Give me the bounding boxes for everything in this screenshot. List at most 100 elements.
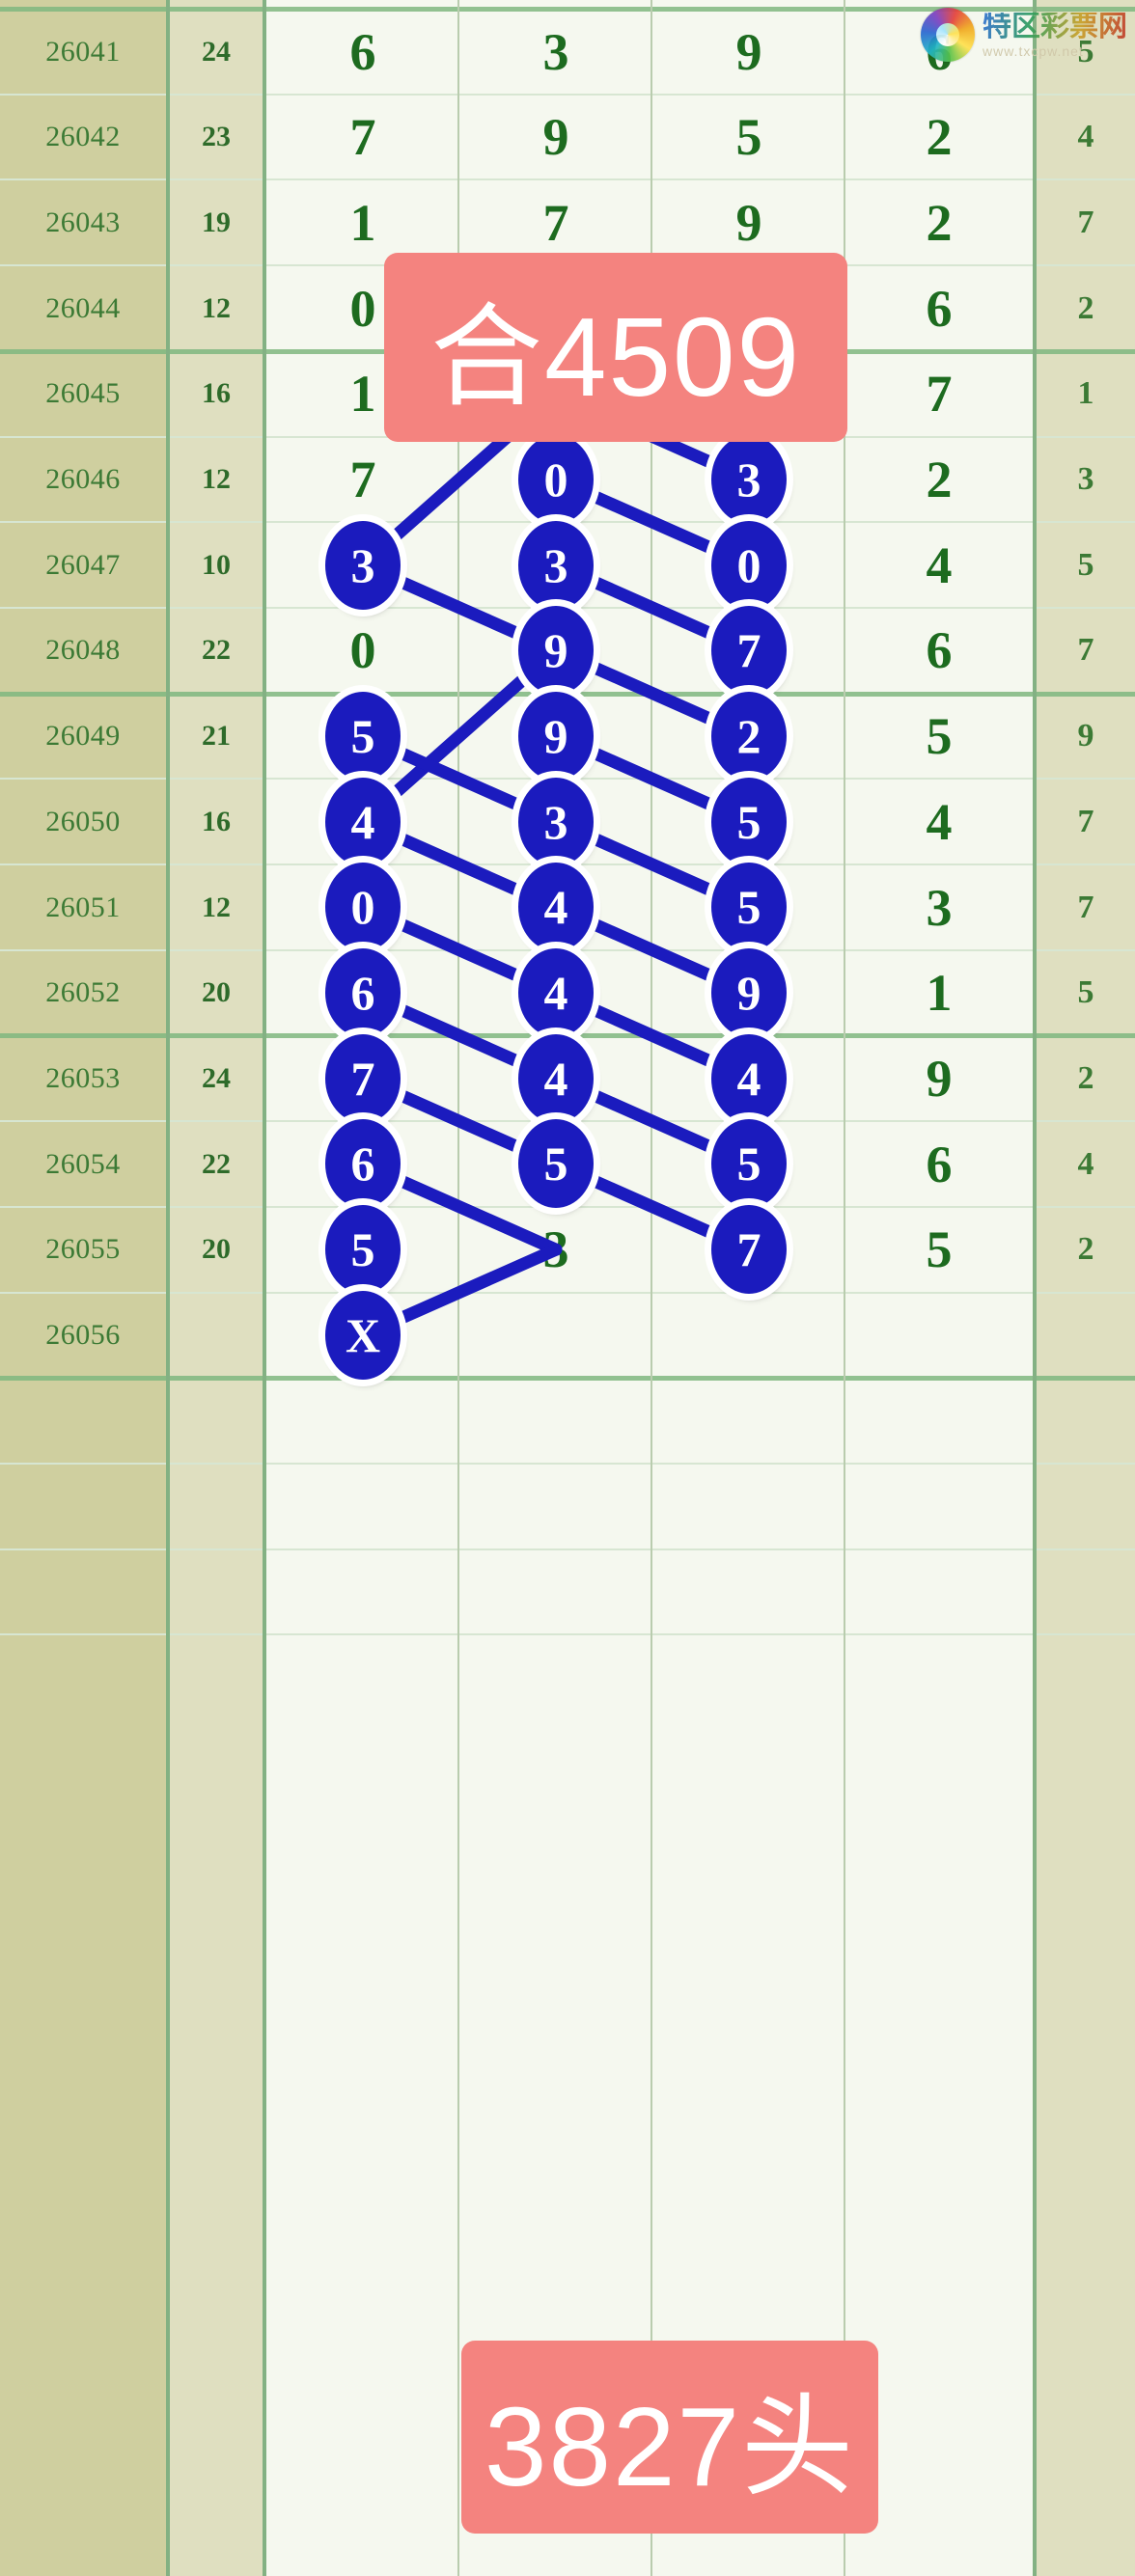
cell-digit-1: 7 [349, 451, 376, 508]
cell-digit-1: 6 [349, 22, 376, 81]
marker-digit-circle[interactable]: 9 [518, 691, 594, 781]
cell-sum-value: 19 [202, 206, 231, 238]
marker-digit-circle[interactable]: 9 [711, 948, 787, 1038]
column-band-digit-4 [845, 0, 1033, 2576]
marker-digit-circle[interactable]: 5 [711, 863, 787, 952]
grid-row-line [0, 1291, 1135, 1294]
cell-digit-4: 6 [926, 621, 953, 680]
cell-sum-value [170, 1293, 263, 1379]
marker-digit-circle[interactable]: 5 [711, 1119, 787, 1209]
cell-issue-number: 26053 [45, 1061, 121, 1094]
cell-issue-number: 26043 [45, 206, 121, 238]
cell-issue-number: 26041 [45, 35, 121, 68]
table-row[interactable]: 26052 20 1 5 [0, 950, 1135, 1036]
cell-issue-number: 26054 [45, 1147, 121, 1180]
table-row[interactable]: 26042 23 7 9 5 2 4 [0, 95, 1135, 180]
marker-digit-circle[interactable]: 3 [325, 520, 401, 610]
marker-digit-circle[interactable]: 4 [711, 1033, 787, 1123]
cell-digit-5: 3 [1077, 461, 1094, 497]
marker-digit-circle[interactable]: 5 [325, 1205, 401, 1295]
sum-banner: 合4509 [384, 253, 847, 442]
head-banner: 3827头 [461, 2341, 878, 2534]
marker-digit-circle[interactable]: 4 [325, 777, 401, 866]
table-row[interactable]: 26054 22 6 4 [0, 1121, 1135, 1207]
cell-issue-number: 26044 [45, 291, 121, 324]
cell-digit-2: 7 [542, 193, 569, 252]
table-row[interactable]: 26047 10 4 5 [0, 522, 1135, 608]
grid-row-line [0, 7, 1135, 12]
cell-issue-number: 26050 [45, 805, 121, 837]
cell-digit-3: 9 [735, 22, 762, 81]
marker-digit-circle[interactable]: 5 [518, 1119, 594, 1209]
table-row[interactable]: 26051 12 3 7 [0, 864, 1135, 950]
marker-digit-circle[interactable]: 4 [518, 948, 594, 1038]
watermark: 特区彩票网 www.txcpw.net [921, 8, 1127, 62]
cell-sum-value: 24 [202, 35, 231, 68]
cell-digit-2: 9 [542, 108, 569, 167]
cell-sum-value: 10 [202, 548, 231, 581]
cell-issue-number: 26056 [45, 1319, 121, 1351]
column-band-sum [170, 0, 263, 2576]
marker-digit-circle[interactable]: 0 [711, 520, 787, 610]
table-row[interactable]: 26043 19 1 7 9 2 7 [0, 179, 1135, 265]
marker-digit-circle[interactable]: 5 [325, 691, 401, 781]
cell-digit-1: 7 [349, 108, 376, 167]
cell-digit-2: 3 [542, 22, 569, 81]
marker-digit-circle[interactable]: 3 [518, 777, 594, 866]
cell-digit-4: 5 [926, 707, 953, 766]
table-row[interactable]: 26056 [0, 1293, 1135, 1379]
marker-digit-circle[interactable]: 4 [518, 863, 594, 952]
cell-digit-3: 9 [735, 193, 762, 252]
table-row[interactable]: 26048 22 0 6 7 [0, 608, 1135, 694]
table-row[interactable]: 26049 21 5 9 [0, 694, 1135, 780]
cell-sum-value: 16 [202, 805, 231, 837]
watermark-url: www.txcpw.net [983, 42, 1084, 59]
marker-digit-circle[interactable]: 6 [325, 1119, 401, 1209]
marker-digit-circle[interactable]: 7 [711, 1205, 787, 1295]
cell-digit-5: 2 [1077, 1231, 1094, 1268]
cell-issue-number: 26052 [45, 976, 121, 1009]
cell-digit-5: 5 [1077, 974, 1094, 1011]
cell-digit-5: 5 [1077, 546, 1094, 583]
marker-digit-circle[interactable]: 3 [518, 520, 594, 610]
cell-digit-5: 7 [1077, 204, 1094, 240]
marker-digit-circle[interactable]: 6 [325, 948, 401, 1038]
cell-digit-4: 6 [926, 1135, 953, 1193]
marker-x-icon[interactable]: X [325, 1290, 401, 1380]
cell-digit-2 [459, 1293, 652, 1379]
cell-sum-value: 12 [202, 291, 231, 324]
cell-issue-number: 26046 [45, 463, 121, 495]
cell-digit-4: 4 [926, 535, 953, 594]
cell-digit-4: 7 [926, 365, 953, 424]
cell-issue-number: 26048 [45, 634, 121, 667]
cell-digit-5: 7 [1077, 889, 1094, 925]
cell-digit-4: 6 [926, 279, 953, 338]
marker-digit-circle[interactable]: 2 [711, 691, 787, 781]
cell-issue-number: 26042 [45, 121, 121, 153]
cell-issue-number: 26049 [45, 720, 121, 753]
marker-digit-circle[interactable]: 7 [325, 1033, 401, 1123]
cell-digit-1: 0 [349, 279, 376, 338]
cell-sum-value: 12 [202, 891, 231, 923]
grid-column-line [651, 0, 652, 2576]
cell-sum-value: 20 [202, 976, 231, 1009]
table-row[interactable]: 26050 16 4 7 [0, 779, 1135, 864]
marker-digit-circle[interactable]: 0 [518, 434, 594, 524]
marker-digit-circle[interactable]: 0 [325, 863, 401, 952]
marker-digit-circle[interactable]: 4 [518, 1033, 594, 1123]
cell-digit-3: 5 [735, 108, 762, 167]
marker-digit-circle[interactable]: 5 [711, 777, 787, 866]
grid-column-line [166, 0, 170, 2576]
cell-digit-4: 2 [926, 193, 953, 252]
cell-sum-value: 20 [202, 1233, 231, 1266]
marker-digit-circle[interactable]: 7 [711, 606, 787, 696]
grid-column-line [1033, 0, 1037, 2576]
marker-digit-circle[interactable]: 9 [518, 606, 594, 696]
cell-digit-5: 5 [1077, 33, 1094, 69]
spiral-logo-icon [921, 8, 975, 62]
marker-digit-circle[interactable]: 3 [711, 434, 787, 524]
cell-issue-number: 26047 [45, 548, 121, 581]
table-row[interactable]: 26053 24 9 2 [0, 1035, 1135, 1121]
cell-digit-5: 7 [1077, 803, 1094, 839]
table-row[interactable]: 26055 20 3 5 2 [0, 1207, 1135, 1293]
